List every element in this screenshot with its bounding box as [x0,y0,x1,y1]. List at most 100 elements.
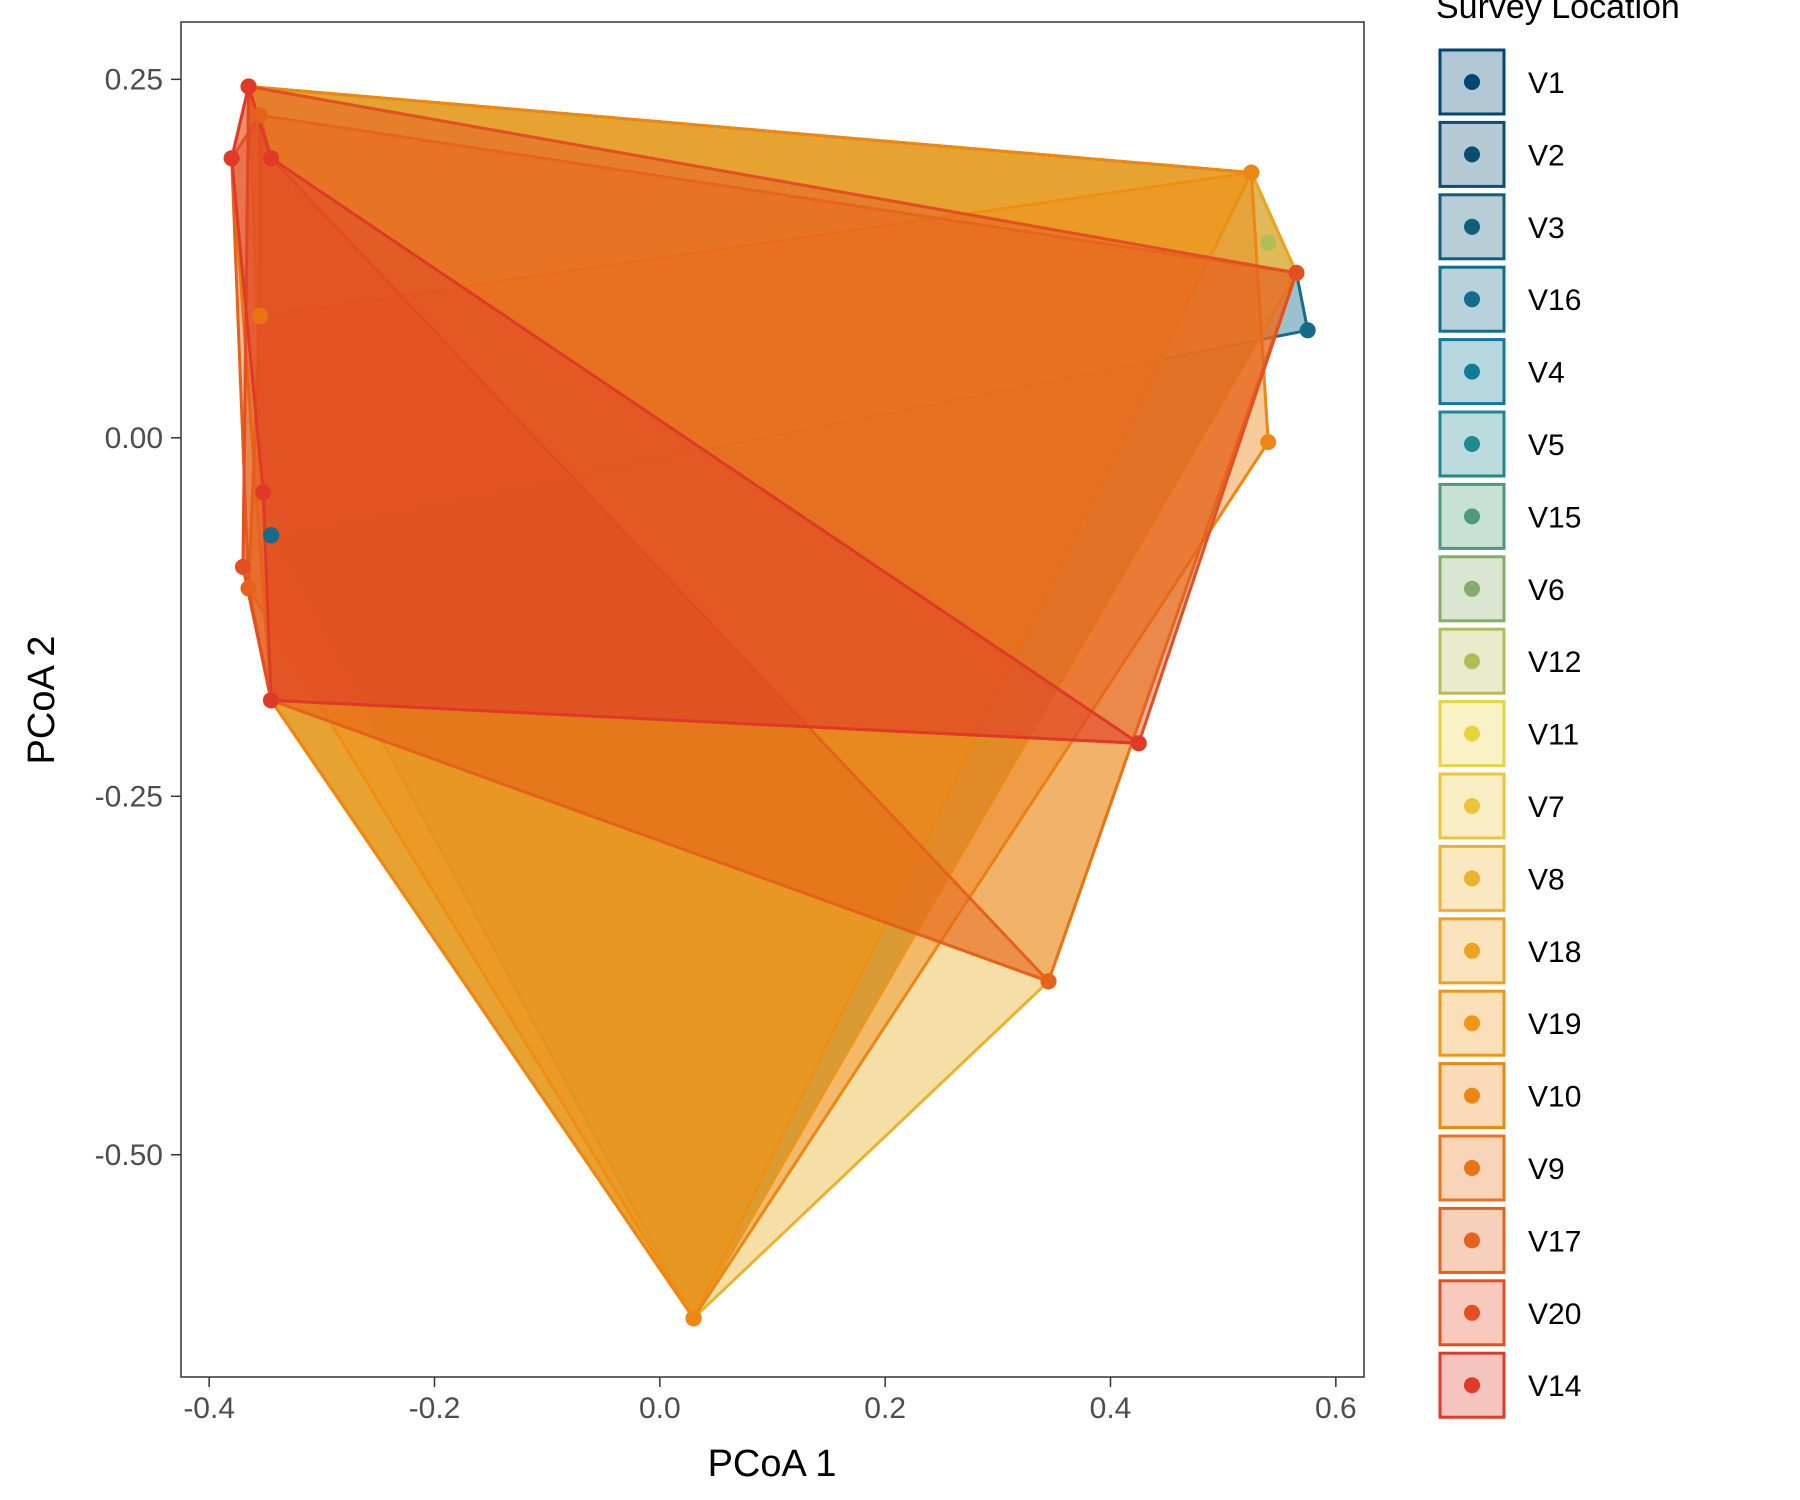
y-tick-label-0-25: 0.25 [105,63,163,96]
x-axis: -0.4 -0.2 0.0 0.2 0.4 0.6 [183,1377,1357,1425]
legend-item-v20: V20 [1438,1279,1581,1347]
point-v14-5 [255,484,272,501]
legend-label-v11: V11 [1528,719,1579,752]
legend-dot-v16 [1464,291,1480,308]
legend-item-v8: V8 [1438,844,1565,912]
legend-item-v11: V11 [1438,700,1579,768]
legend-dot-v1 [1464,74,1480,90]
legend-dot-v15 [1464,508,1480,525]
legend-item-v17: V17 [1438,1206,1581,1274]
legend-label-v4: V4 [1528,357,1565,390]
legend-label-v18: V18 [1528,936,1581,969]
y-axis-title: PCoA 2 [21,636,63,765]
legend-dot-v5 [1464,436,1480,452]
legend-item-v14: V14 [1438,1351,1581,1419]
points-layer [223,78,1316,1327]
legend-dot-v2 [1464,146,1480,163]
y-tick-label--0-25: -0.25 [95,780,163,813]
x-tick-label-0-4: 0.4 [1090,1392,1132,1425]
point-v14-2 [263,150,280,167]
legend-dot-v4 [1464,363,1480,380]
y-tick-label-0-00: 0.00 [105,422,163,455]
x-tick-label--0-2: -0.2 [409,1392,461,1425]
legend-label-v8: V8 [1528,863,1565,896]
legend: V1 V2 V3 V16 V4 V5 V15 V6 V12 V11 V7 V8 V18 V19 V10 V9 V… [1438,48,1581,1419]
legend-label-v9: V9 [1528,1153,1565,1186]
x-tick-label-0-6: 0.6 [1315,1392,1357,1425]
legend-item-v12: V12 [1438,627,1581,695]
legend-label-v12: V12 [1528,646,1581,679]
legend-label-v1: V1 [1528,67,1565,100]
legend-label-v14: V14 [1528,1370,1581,1403]
plot-panel-border [180,21,1365,1378]
legend-key-v4 [1438,338,1506,406]
legend-key-v19 [1438,989,1506,1057]
point-v9-6 [251,307,268,324]
legend-item-v7: V7 [1438,772,1565,840]
y-axis: 0.25 0.00 -0.25 -0.50 [95,63,181,1172]
legend-key-v1 [1438,48,1506,116]
legend-item-v18: V18 [1438,917,1581,985]
legend-label-v20: V20 [1528,1298,1581,1331]
point-v14-6 [223,150,240,167]
legend-key-v10 [1438,1062,1506,1130]
legend-dot-v12 [1464,653,1480,670]
legend-dot-v6 [1464,580,1480,597]
x-tick-label--0-4: -0.4 [183,1392,235,1425]
legend-dot-v8 [1464,870,1480,887]
point-v16-1 [263,527,280,544]
point-v10-4 [685,1310,702,1327]
legend-label-v16: V16 [1528,284,1581,317]
point-v10-2 [1243,164,1260,181]
legend-item-v2: V2 [1438,120,1565,188]
legend-dot-v10 [1464,1087,1480,1104]
x-tick-label-0-2: 0.2 [864,1392,906,1425]
legend-dot-v9 [1464,1160,1480,1176]
legend-item-v19: V19 [1438,989,1581,1057]
legend-item-v4: V4 [1438,338,1565,406]
legend-label-v15: V15 [1528,501,1581,534]
x-axis-title: PCoA 1 [708,1443,837,1485]
legend-label-v5: V5 [1528,429,1565,462]
legend-label-v3: V3 [1528,212,1565,245]
legend-dot-v19 [1464,1015,1480,1032]
legend-dot-v14 [1464,1377,1480,1394]
legend-dot-v3 [1464,218,1480,235]
legend-label-v7: V7 [1528,791,1565,824]
point-v14-3 [1130,735,1147,752]
point-v20-2 [1288,264,1305,281]
point-v14-4 [263,692,280,709]
x-tick-label-0-0: 0.0 [639,1392,681,1425]
point-v16-2 [1299,322,1316,339]
legend-label-v19: V19 [1528,1008,1581,1041]
legend-dot-v17 [1464,1232,1480,1249]
legend-label-v2: V2 [1528,139,1565,172]
legend-title: Survey Location [1436,0,1680,26]
legend-dot-v18 [1464,942,1480,959]
legend-dot-v11 [1464,725,1480,742]
legend-label-v6: V6 [1528,574,1565,607]
legend-item-v9: V9 [1438,1134,1565,1202]
point-v12-1 [1260,234,1277,251]
legend-item-v10: V10 [1438,1062,1581,1130]
legend-dot-v7 [1464,798,1480,814]
point-v17-3 [1040,973,1057,990]
legend-item-v16: V16 [1438,265,1581,333]
point-v20-5 [235,558,251,575]
hulls-layer [230,85,1310,1320]
legend-item-v5: V5 [1438,410,1565,478]
legend-item-v1: V1 [1438,48,1565,116]
legend-item-v6: V6 [1438,555,1565,623]
point-v17-5 [240,580,257,597]
point-v17-1 [251,107,268,124]
legend-label-v10: V10 [1528,1081,1581,1114]
plot-panel-background [181,22,1364,1377]
point-v10-3 [1260,434,1277,451]
legend-label-v17: V17 [1528,1225,1581,1258]
point-v14-1 [240,78,257,95]
y-tick-label--0-50: -0.50 [95,1139,163,1172]
legend-dot-v20 [1464,1304,1480,1321]
legend-item-v3: V3 [1438,193,1565,261]
legend-item-v15: V15 [1438,482,1581,550]
